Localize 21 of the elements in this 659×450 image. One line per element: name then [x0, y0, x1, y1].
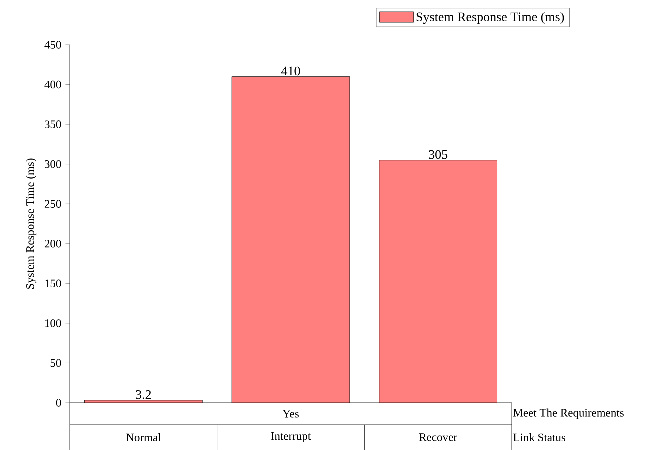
y-tick-label: 350: [45, 120, 62, 128]
y-tick-label: 300: [45, 160, 62, 168]
data-label: 3.2: [136, 390, 152, 400]
y-tick-label: 150: [45, 280, 62, 288]
y-tick-label: 250: [44, 200, 62, 208]
x-tick-label: Normal: [126, 433, 162, 442]
y-axis-title: System Response Time (ms): [26, 158, 37, 289]
text: Yes: [282, 410, 299, 418]
y-tick-label: 400: [44, 80, 62, 89]
y-tick-label: 50: [50, 359, 62, 367]
x-tick-label: Recover: [419, 434, 458, 442]
x-tick-label: Interrupt: [271, 432, 312, 442]
legend-label: System Response Time (ms): [416, 12, 564, 24]
y-tick-label: 0: [56, 399, 62, 407]
y-tick-label: 100: [45, 319, 62, 328]
x-axis-title: Link Status: [514, 433, 566, 442]
text: Meet The Requirements: [514, 408, 624, 420]
y-tick-label: 450: [44, 41, 62, 49]
data-label: 305: [429, 150, 448, 160]
data-label: 410: [282, 66, 300, 76]
y-tick-label: 200: [44, 240, 62, 248]
